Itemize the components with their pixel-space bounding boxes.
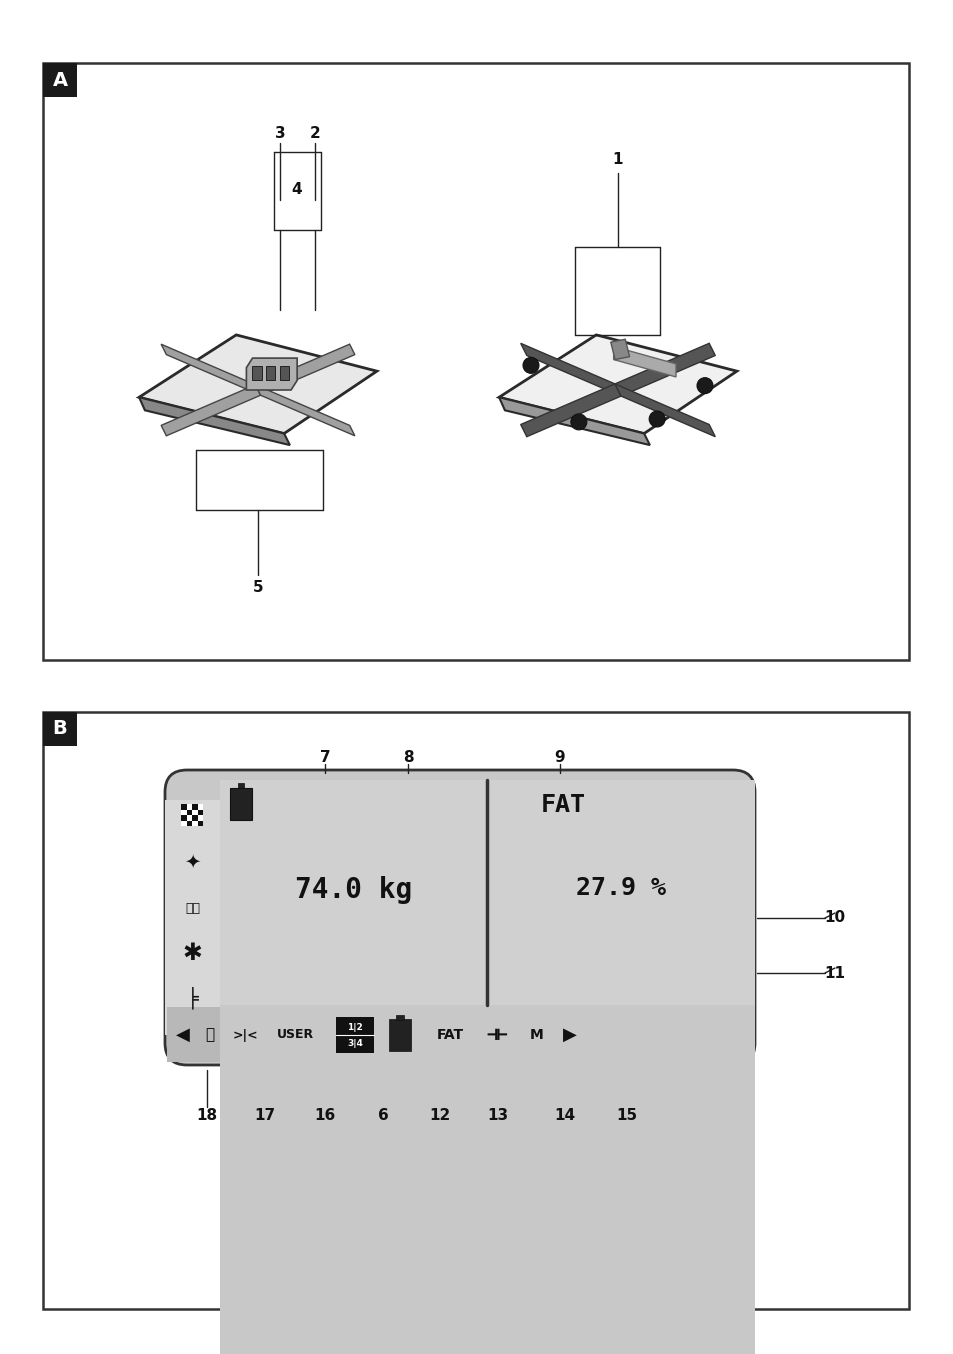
Bar — [230, 788, 252, 821]
Polygon shape — [246, 357, 296, 390]
Bar — [266, 366, 275, 380]
Circle shape — [697, 378, 712, 394]
Polygon shape — [520, 344, 620, 397]
Bar — [395, 1016, 403, 1020]
Polygon shape — [610, 340, 629, 360]
Text: FAT: FAT — [436, 1028, 463, 1043]
Polygon shape — [615, 385, 715, 437]
Bar — [335, 1017, 374, 1053]
Text: A: A — [52, 70, 68, 89]
Bar — [165, 800, 220, 1034]
Bar — [181, 810, 187, 815]
Bar — [187, 804, 193, 810]
Text: 7: 7 — [319, 750, 330, 765]
Bar — [193, 821, 198, 826]
Circle shape — [522, 357, 538, 374]
Text: 10: 10 — [823, 910, 844, 926]
Polygon shape — [615, 344, 715, 397]
Text: 16: 16 — [314, 1108, 335, 1122]
Text: ◀: ◀ — [176, 1026, 190, 1044]
Polygon shape — [498, 334, 736, 433]
Bar — [198, 810, 203, 815]
Text: ᚱᚱ: ᚱᚱ — [185, 902, 200, 914]
Text: ▶: ▶ — [562, 1026, 577, 1044]
Text: 12: 12 — [429, 1108, 450, 1122]
Text: 4: 4 — [292, 183, 302, 198]
Bar — [187, 815, 193, 821]
Text: 2: 2 — [310, 126, 320, 141]
Text: 6: 6 — [377, 1108, 388, 1122]
Bar — [253, 366, 261, 380]
Text: FAT: FAT — [540, 793, 585, 816]
Polygon shape — [161, 385, 260, 436]
Bar — [181, 804, 187, 810]
Polygon shape — [161, 344, 260, 395]
Polygon shape — [498, 397, 649, 445]
Bar — [187, 810, 193, 815]
Bar — [43, 712, 77, 746]
Polygon shape — [139, 334, 376, 433]
Bar — [220, 1005, 487, 1354]
Bar — [181, 821, 187, 826]
Polygon shape — [520, 385, 620, 437]
Bar — [43, 64, 77, 97]
Text: ⊣⊢: ⊣⊢ — [486, 1026, 507, 1044]
Bar — [193, 804, 198, 810]
Text: 8: 8 — [402, 750, 413, 765]
Text: ✱: ✱ — [182, 941, 202, 965]
Text: 11: 11 — [823, 965, 844, 980]
Text: 13: 13 — [487, 1108, 508, 1122]
Text: 5: 5 — [253, 581, 263, 596]
Bar — [187, 821, 193, 826]
Bar — [193, 815, 198, 821]
Bar — [43, 712, 908, 1309]
Circle shape — [570, 414, 586, 429]
Bar — [220, 780, 487, 1354]
Text: ✦: ✦ — [184, 853, 200, 872]
Text: 1: 1 — [612, 153, 622, 168]
Text: ╞: ╞ — [187, 987, 198, 1009]
Polygon shape — [255, 385, 355, 436]
Text: 74.0 kg: 74.0 kg — [294, 876, 412, 904]
Bar — [181, 815, 187, 821]
Text: M: M — [530, 1028, 543, 1043]
Circle shape — [648, 412, 664, 427]
Text: B: B — [52, 719, 68, 738]
Text: USER: USER — [276, 1029, 314, 1041]
Polygon shape — [613, 347, 676, 376]
Bar — [487, 1005, 754, 1354]
Text: 1|2: 1|2 — [347, 1024, 362, 1033]
Text: 27.9 %: 27.9 % — [576, 876, 665, 900]
Bar — [198, 815, 203, 821]
Bar — [198, 804, 203, 810]
Text: 15: 15 — [616, 1108, 637, 1122]
Text: 3: 3 — [274, 126, 285, 141]
Bar — [198, 821, 203, 826]
Bar — [193, 810, 198, 815]
FancyBboxPatch shape — [165, 770, 754, 1066]
Text: 9: 9 — [554, 750, 565, 765]
Bar — [279, 366, 289, 380]
Text: >|<: >|< — [232, 1029, 257, 1041]
Bar — [167, 1007, 752, 1062]
Bar — [43, 64, 908, 659]
Text: 14: 14 — [554, 1108, 575, 1122]
Polygon shape — [139, 397, 290, 445]
Bar — [487, 780, 754, 1354]
Text: 🔧: 🔧 — [205, 1028, 214, 1043]
Text: 17: 17 — [254, 1108, 275, 1122]
Bar — [237, 783, 244, 788]
Text: 18: 18 — [196, 1108, 217, 1122]
Text: 3|4: 3|4 — [347, 1039, 362, 1048]
Polygon shape — [255, 344, 355, 395]
Bar — [389, 1020, 411, 1051]
